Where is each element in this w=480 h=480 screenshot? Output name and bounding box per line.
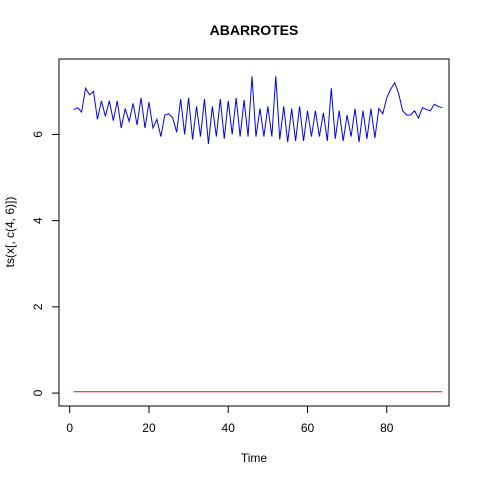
y-tick-label: 2 xyxy=(31,303,45,310)
x-tick-label: 40 xyxy=(222,421,236,435)
x-tick-label: 0 xyxy=(66,421,73,435)
x-tick-label: 80 xyxy=(380,421,394,435)
y-tick-label: 6 xyxy=(31,131,45,138)
x-axis: 0 20 40 60 80 xyxy=(66,405,394,435)
x-tick-label: 60 xyxy=(301,421,315,435)
series-line-1 xyxy=(73,76,443,144)
y-tick-label: 4 xyxy=(31,217,45,224)
y-tick-label: 0 xyxy=(31,389,45,396)
x-tick-label: 20 xyxy=(142,421,156,435)
series-layer xyxy=(73,76,443,393)
chart-title: ABARROTES xyxy=(210,22,299,38)
y-axis-label: ts(x[, c(4, 6)]) xyxy=(3,197,17,268)
x-axis-label: Time xyxy=(241,451,268,465)
y-axis: 0 2 4 6 xyxy=(31,131,60,396)
